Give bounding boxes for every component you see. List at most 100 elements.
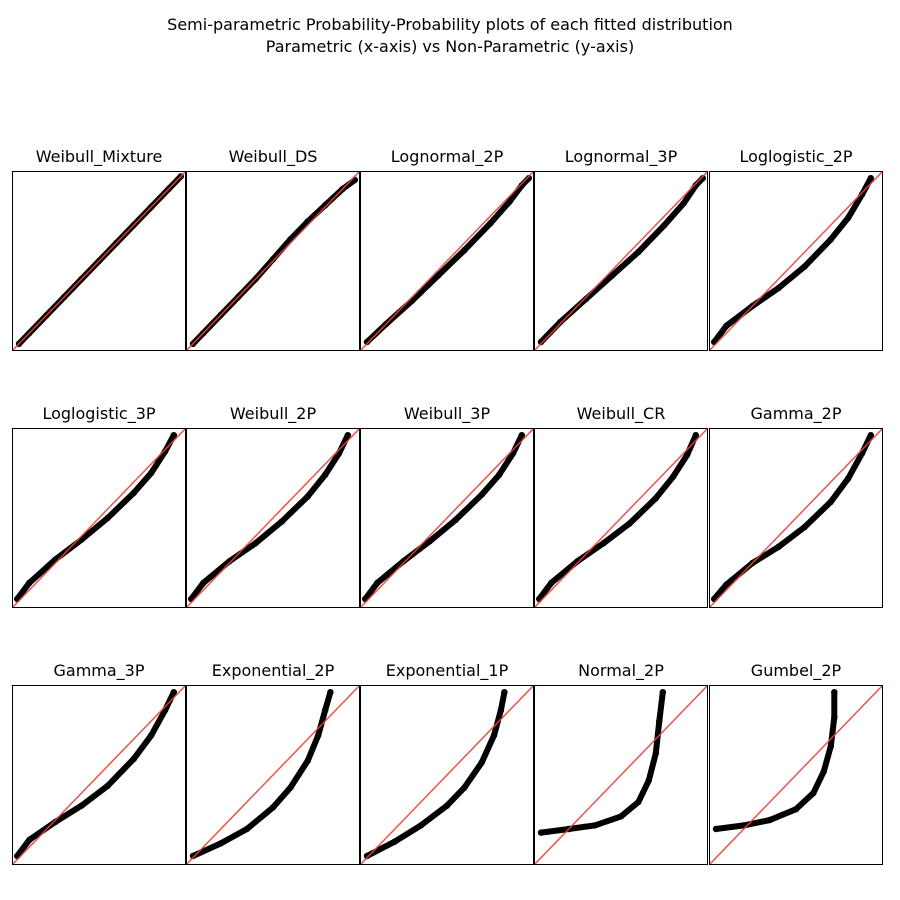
data-point <box>26 579 33 586</box>
data-point <box>683 451 691 459</box>
data-point <box>518 182 525 189</box>
reference-line <box>709 685 883 865</box>
reference-line <box>186 685 360 865</box>
data-point <box>304 493 311 500</box>
data-point <box>426 538 433 545</box>
panel-frame <box>709 685 883 865</box>
panel-frame <box>12 428 186 608</box>
plot-area-normal-2p <box>534 685 708 865</box>
data-point <box>556 319 564 326</box>
plot-area-weibull-mixture <box>12 171 186 351</box>
data-point <box>322 707 329 714</box>
data-curve-weibull-2p <box>188 432 351 602</box>
data-point <box>391 838 398 845</box>
plot-area-loglogistic-3p <box>12 428 186 608</box>
data-point <box>635 248 642 256</box>
panel-weibull-mixture: Weibull_Mixture <box>12 147 186 351</box>
data-point <box>827 236 834 243</box>
data-point <box>322 202 329 209</box>
data-point <box>452 516 459 523</box>
panel-weibull-3p: Weibull_3P <box>360 404 534 608</box>
data-point <box>226 558 233 565</box>
panel-frame <box>360 685 534 865</box>
panel-title-weibull-2p: Weibull_2P <box>230 404 317 424</box>
reference-line <box>534 428 708 608</box>
plot-area-weibull-cr <box>534 428 708 608</box>
data-point <box>775 543 782 550</box>
data-point <box>827 498 834 505</box>
data-point <box>525 175 532 182</box>
data-curve-exponential-1p <box>364 689 508 859</box>
data-point <box>680 200 687 207</box>
data-point <box>635 798 642 806</box>
data-point <box>583 295 590 302</box>
data-point <box>792 806 800 813</box>
data-point <box>363 852 371 860</box>
panel-loglogistic-2p: Loglogistic_2P <box>709 147 883 351</box>
data-point <box>327 689 334 696</box>
data-point <box>148 469 155 477</box>
panel-title-weibull-ds: Weibull_DS <box>229 147 318 167</box>
data-point <box>617 813 625 820</box>
panel-exponential-1p: Exponential_1P <box>360 661 534 865</box>
panel-title-weibull-3p: Weibull_3P <box>404 404 491 424</box>
data-curve-weibull-3p <box>362 432 525 602</box>
reference-line <box>534 685 708 865</box>
data-curve-loglogistic-2p <box>711 175 874 345</box>
reference-line <box>360 428 534 608</box>
data-point <box>496 471 503 478</box>
reference-line <box>12 171 186 351</box>
data-curve-gamma-3p <box>14 689 177 859</box>
data-point <box>574 558 581 565</box>
reference-line <box>360 685 534 865</box>
panel-frame <box>186 428 360 608</box>
data-point <box>400 558 407 565</box>
data-point <box>548 579 555 586</box>
data-point <box>867 175 874 182</box>
panel-gamma-3p: Gamma_3P <box>12 661 186 865</box>
data-point <box>304 757 311 764</box>
data-point <box>600 540 607 547</box>
reference-line <box>12 428 186 608</box>
data-point <box>243 825 251 833</box>
data-point <box>363 338 371 346</box>
data-curve-loglogistic-3p <box>14 432 177 602</box>
data-point <box>699 175 706 182</box>
data-point <box>200 579 207 586</box>
panel-frame <box>12 171 186 351</box>
data-curve-gamma-2p <box>711 432 874 602</box>
data-point <box>801 523 808 531</box>
data-point <box>712 825 720 833</box>
data-point <box>269 256 277 263</box>
reference-line <box>360 171 534 351</box>
data-point <box>435 272 442 279</box>
panel-title-exponential-2p: Exponential_2P <box>212 661 335 681</box>
data-point <box>652 750 659 757</box>
data-point <box>723 322 730 329</box>
panel-title-lognormal-3p: Lognormal_3P <box>565 147 678 167</box>
data-point <box>287 784 294 791</box>
data-point <box>478 491 485 498</box>
data-point <box>344 432 351 439</box>
data-point <box>645 777 652 784</box>
data-point <box>161 448 169 455</box>
panel-gamma-2p: Gamma_2P <box>709 404 883 608</box>
data-point <box>692 182 699 189</box>
data-curve-exponential-2p <box>190 689 334 859</box>
data-point <box>278 518 285 525</box>
panel-frame <box>360 171 534 351</box>
panel-frame <box>360 428 534 608</box>
panel-title-gamma-2p: Gamma_2P <box>750 404 841 424</box>
data-curve-normal-2p <box>538 689 666 836</box>
panel-weibull-cr: Weibull_CR <box>534 404 708 608</box>
panel-weibull-2p: Weibull_2P <box>186 404 360 608</box>
panel-weibull-ds: Weibull_DS <box>186 147 360 351</box>
data-point <box>130 755 137 762</box>
data-point <box>537 829 545 836</box>
data-point <box>252 540 259 547</box>
panel-title-loglogistic-2p: Loglogistic_2P <box>739 147 852 167</box>
plot-area-gamma-3p <box>12 685 186 865</box>
data-point <box>831 714 838 721</box>
panel-exponential-2p: Exponential_2P <box>186 661 360 865</box>
data-point <box>461 247 468 254</box>
